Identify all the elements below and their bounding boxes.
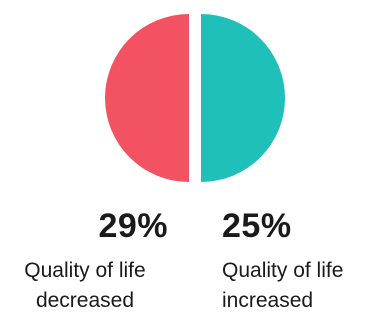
percent-increased: 25%	[222, 207, 292, 245]
caption-increased-line2: increased	[222, 289, 314, 312]
split-pie-chart	[105, 14, 285, 182]
caption-decreased: Quality of life decreased	[0, 256, 170, 316]
caption-increased: Quality of life increased	[222, 256, 377, 316]
pie-slice-decreased	[105, 14, 189, 182]
stat-decreased: 29% Quality of life decreased	[0, 206, 170, 316]
caption-decreased-line2: decreased	[35, 289, 135, 312]
stat-increased: 25% Quality of life increased	[222, 206, 377, 316]
caption-decreased-line1: Quality of life	[24, 259, 146, 282]
caption-increased-line1: Quality of life	[222, 259, 344, 282]
pie-slice-increased	[201, 14, 285, 182]
percent-decreased: 29%	[98, 207, 168, 245]
